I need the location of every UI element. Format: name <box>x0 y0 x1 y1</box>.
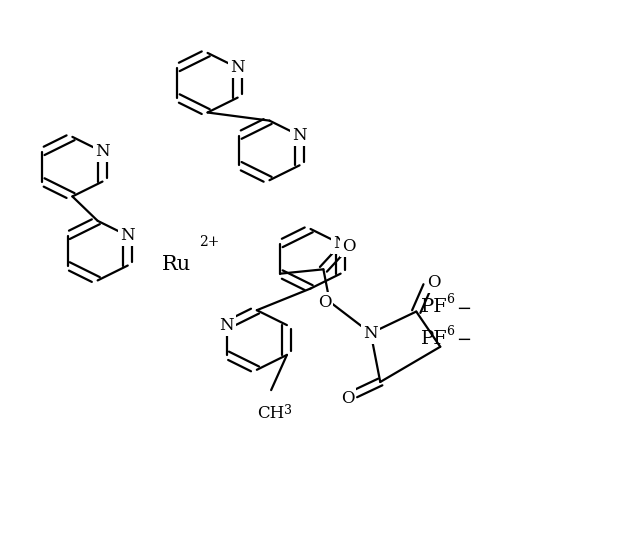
Text: −: − <box>456 331 472 349</box>
Text: O: O <box>340 390 354 407</box>
Text: N: N <box>220 317 234 334</box>
Text: N: N <box>292 127 307 144</box>
Text: PF: PF <box>421 299 448 316</box>
Text: N: N <box>230 59 245 76</box>
Text: N: N <box>95 143 110 160</box>
Text: O: O <box>342 238 355 255</box>
Text: PF: PF <box>421 330 448 348</box>
Text: N: N <box>120 227 135 244</box>
Text: O: O <box>318 294 332 311</box>
Text: N: N <box>364 324 378 342</box>
Text: O: O <box>427 274 441 292</box>
Text: 2+: 2+ <box>198 235 219 249</box>
Text: −: − <box>456 300 472 317</box>
Text: 6: 6 <box>446 293 454 306</box>
Text: N: N <box>333 235 348 252</box>
Text: 6: 6 <box>446 325 454 338</box>
Text: Ru: Ru <box>161 255 191 274</box>
Text: 3: 3 <box>284 404 292 417</box>
Text: CH: CH <box>257 405 285 422</box>
